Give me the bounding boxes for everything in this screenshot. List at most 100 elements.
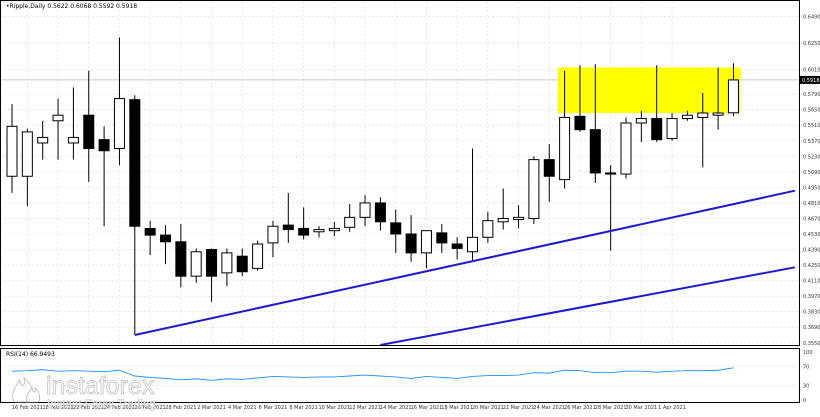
candle-body-bearish xyxy=(206,249,218,277)
watermark-brand: instaforex xyxy=(46,372,155,400)
last-price-label: 0.5918 xyxy=(802,78,820,84)
candle xyxy=(497,188,509,230)
y-tick-label: 0.4810 xyxy=(803,201,820,207)
candle-body-bearish xyxy=(605,172,617,175)
chart-title: •Ripple,Daily 0.5622 0.6068 0.5592 0.591… xyxy=(6,3,137,10)
rsi-y-tick-label: 0 xyxy=(803,398,806,404)
candle-body-bullish xyxy=(313,229,325,233)
candle xyxy=(221,248,233,287)
candle xyxy=(328,221,340,237)
candle-body-bearish xyxy=(129,99,141,227)
candle xyxy=(160,225,171,264)
candle xyxy=(252,240,264,271)
x-tick-label: 24 Mar 2021 xyxy=(533,405,565,411)
candle-body-bullish xyxy=(420,230,432,254)
candle-body-bullish xyxy=(497,217,509,223)
candle-body-bullish xyxy=(252,243,264,269)
x-tick-label: 8 Mar 2021 xyxy=(289,405,318,411)
candle-body-bearish xyxy=(83,114,95,150)
candle xyxy=(313,226,325,238)
x-tick-label: 22 Feb 2021 xyxy=(73,405,104,411)
candle xyxy=(206,248,218,302)
candle xyxy=(6,104,18,193)
x-tick-label: 20 Mar 2021 xyxy=(472,405,504,411)
candle xyxy=(620,117,632,179)
candle xyxy=(543,144,555,202)
candle-body-bullish xyxy=(221,252,233,274)
main-pane-frame xyxy=(0,0,800,346)
candle xyxy=(374,197,386,231)
candle-body-bearish xyxy=(543,159,555,177)
candle xyxy=(359,195,371,227)
x-tick-label: 22 Mar 2021 xyxy=(503,405,535,411)
x-tick-label: 30 Mar 2021 xyxy=(625,405,657,411)
candle xyxy=(528,156,540,225)
candle xyxy=(344,204,356,232)
x-tick-label: 18 Feb 2021 xyxy=(42,405,73,411)
y-tick-label: 0.6010 xyxy=(803,68,820,74)
candle xyxy=(190,248,202,283)
trendline xyxy=(380,266,796,346)
y-tick-label: 0.3550 xyxy=(803,341,820,347)
x-tick-label: 28 Mar 2021 xyxy=(595,405,627,411)
candle xyxy=(666,113,678,141)
y-tick-label: 0.4390 xyxy=(803,248,820,254)
y-tick-label: 0.4250 xyxy=(803,263,820,269)
x-tick-label: 24 Feb 2021 xyxy=(104,405,135,411)
candle-body-bullish xyxy=(712,112,724,116)
y-tick-label: 0.6250 xyxy=(803,41,820,47)
x-tick-label: 6 Mar 2021 xyxy=(259,405,288,411)
resistance-zone xyxy=(557,67,741,114)
candle xyxy=(420,230,432,269)
candle xyxy=(451,237,463,260)
candle-body-bullish xyxy=(635,118,647,124)
watermark: instaforex Instant Forex Trading xyxy=(12,372,156,411)
x-tick-label: 18 Mar 2021 xyxy=(441,405,473,411)
candle xyxy=(651,65,663,142)
x-tick-label: 26 Feb 2021 xyxy=(135,405,166,411)
candle-body-bullish xyxy=(37,136,49,144)
candle-body-bullish xyxy=(328,227,340,232)
x-tick-label: 14 Mar 2021 xyxy=(380,405,412,411)
candle xyxy=(574,65,586,132)
rsi-pane-frame xyxy=(0,348,800,403)
candle-body-bullish xyxy=(467,236,478,253)
candle-body-bullish xyxy=(6,125,18,177)
candle xyxy=(67,87,79,160)
candle xyxy=(175,224,187,288)
candle-body-bullish xyxy=(267,225,279,244)
candle-body-bullish xyxy=(52,114,64,122)
candle xyxy=(697,93,709,168)
y-tick-label: 0.6490 xyxy=(803,14,820,20)
y-tick-label: 0.3970 xyxy=(803,294,820,300)
candle-body-bearish xyxy=(436,232,448,244)
rsi-title: RSI(14) 66.9493 xyxy=(6,351,55,358)
instaforex-flame-logo-icon xyxy=(12,377,41,403)
candle-body-bearish xyxy=(98,139,110,152)
candle-body-bullish xyxy=(113,98,125,150)
candle-body-bullish xyxy=(666,118,678,140)
x-tick-label: 1 Apr 2021 xyxy=(658,405,686,411)
trendline xyxy=(134,189,796,336)
candle-body-bullish xyxy=(697,112,709,118)
candle xyxy=(390,209,402,253)
x-tick-label: 2 Mar 2021 xyxy=(197,405,226,411)
trendlines-layer xyxy=(134,189,796,346)
candle xyxy=(559,70,571,189)
candle xyxy=(513,205,525,229)
last-price-badge xyxy=(800,75,820,84)
axis-layer: 0.6490 0.6250 0.6010 0.5790 0.5650 0.5510 0.53… xyxy=(12,14,820,411)
candle xyxy=(681,110,693,121)
y-tick-label: 0.4950 xyxy=(803,185,820,191)
candle xyxy=(37,120,49,160)
y-tick-label: 0.4110 xyxy=(803,279,820,285)
candle-body-bullish xyxy=(190,251,202,277)
candle-body-bearish xyxy=(160,234,171,243)
y-tick-label: 0.5510 xyxy=(803,123,820,129)
candle xyxy=(113,37,125,166)
candle xyxy=(467,148,478,261)
candle xyxy=(298,207,310,240)
candle xyxy=(236,248,248,277)
